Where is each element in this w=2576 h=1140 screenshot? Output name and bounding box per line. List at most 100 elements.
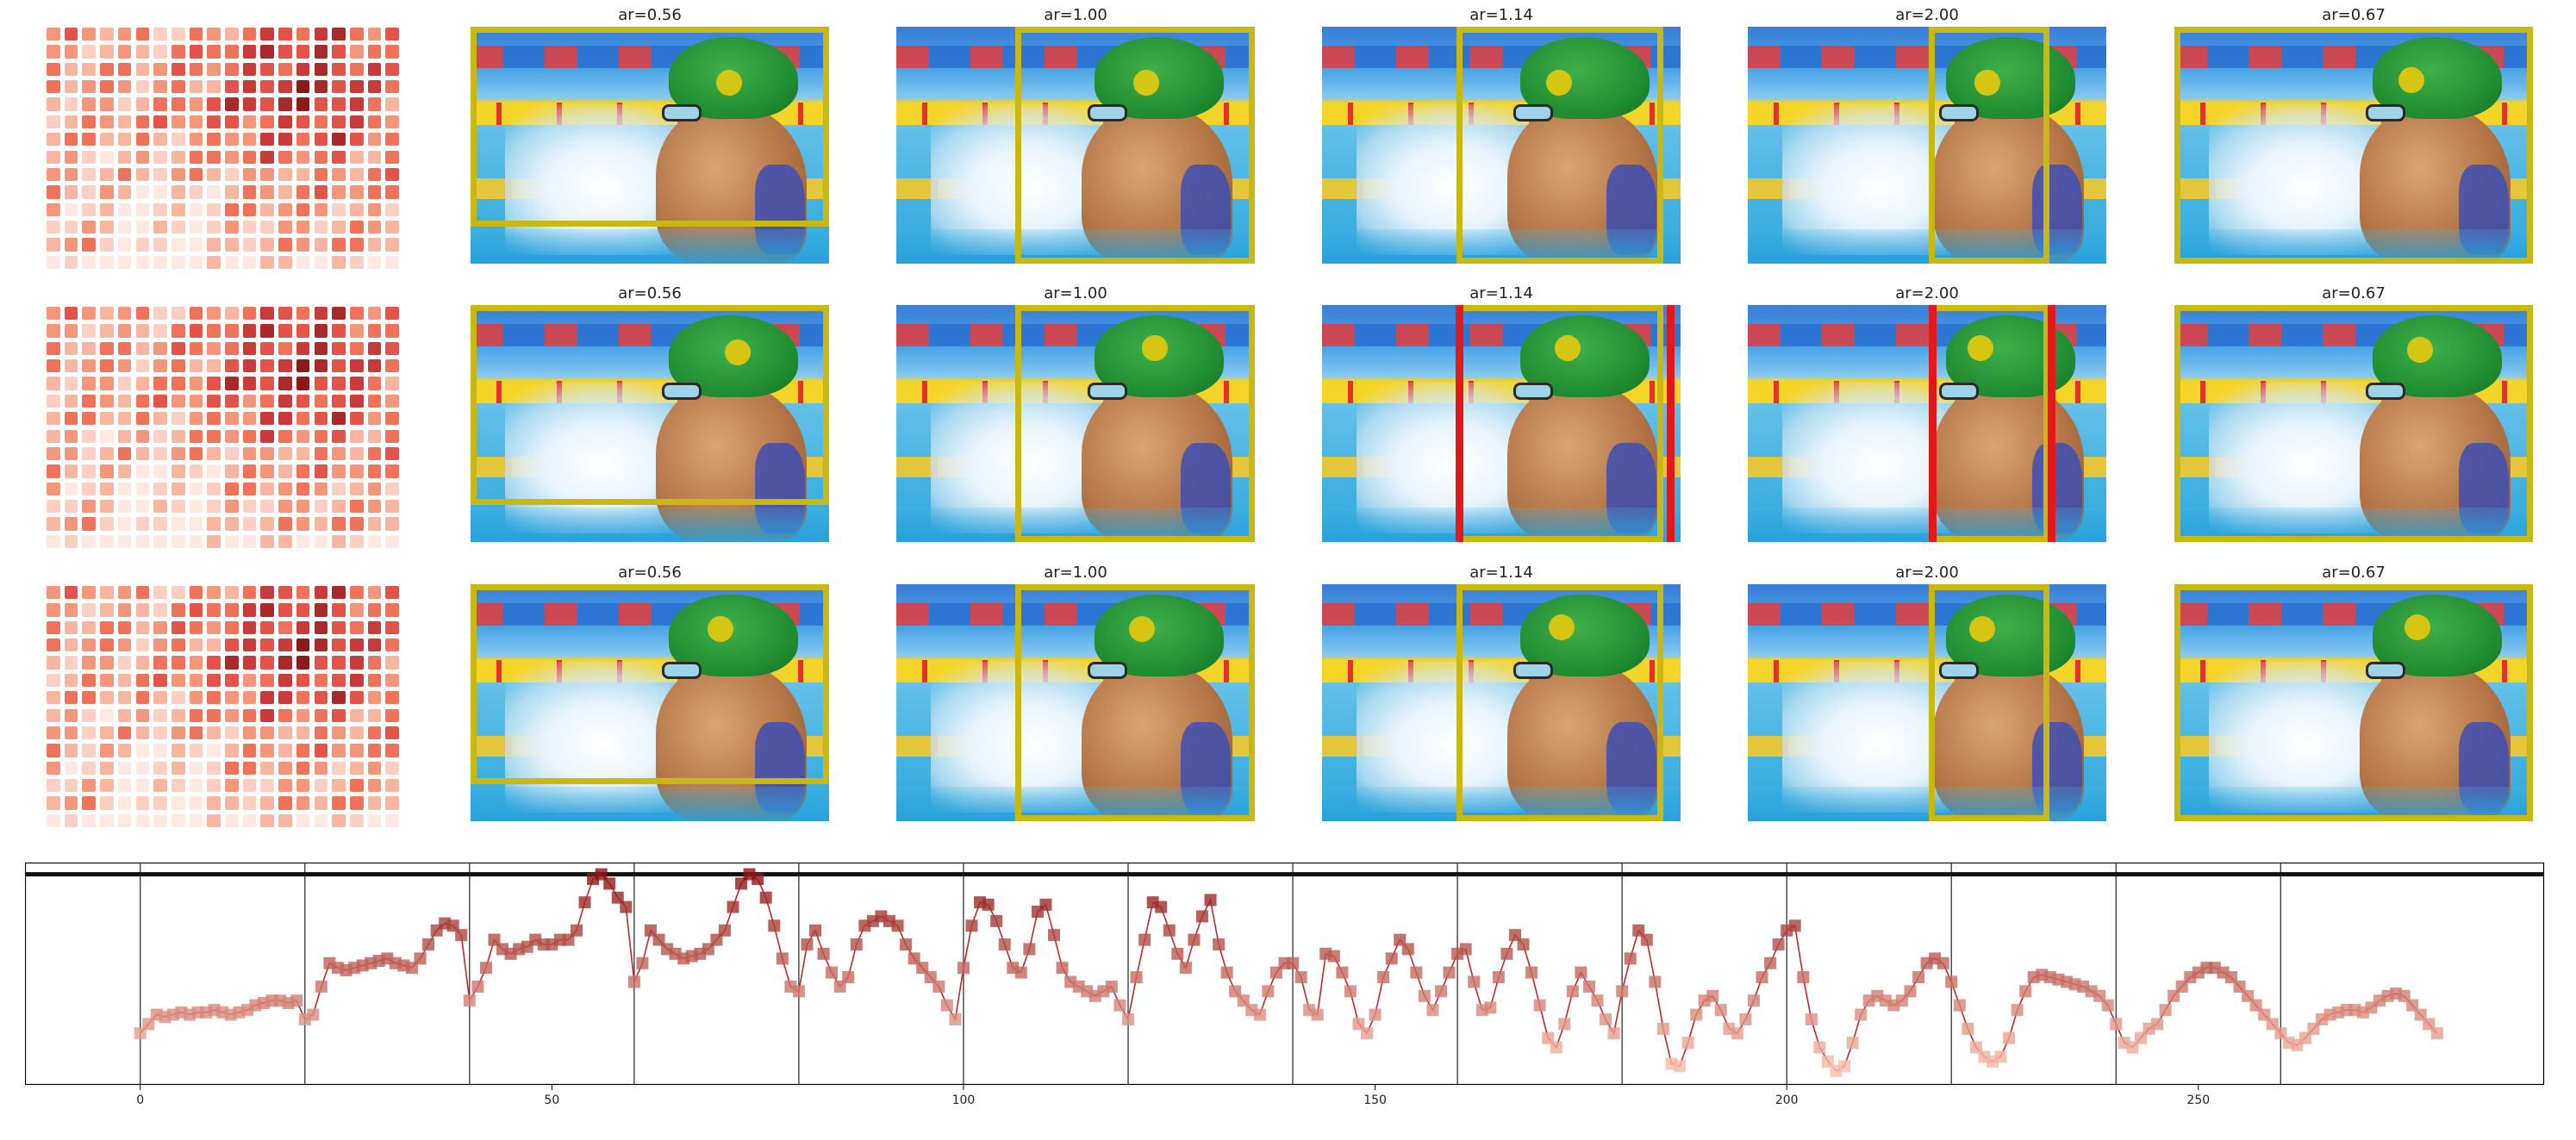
data-point-marker [2134,1031,2147,1044]
goggles [1088,383,1127,400]
data-point-marker [1237,994,1250,1007]
heatmap-cell [135,28,150,41]
data-point-marker [1188,933,1201,946]
heatmap-cell [207,620,221,635]
data-point-marker [1566,985,1579,998]
heatmap-cell [260,778,275,793]
keypoint-dot [1968,335,1993,361]
heatmap-cell [385,761,399,775]
bounding-box [2174,305,2533,542]
data-point-marker [908,952,920,965]
crop-panel: ar=1.00 [896,564,1255,821]
heatmap-cell [385,446,399,461]
data-point-marker [1434,985,1447,998]
heatmap-cell [314,639,328,652]
keypoint-dot [1142,335,1168,361]
heatmap-cell [260,620,275,635]
heatmap-cell [171,115,185,129]
heatmap-cell [100,167,114,182]
heatmap-cell [242,185,257,199]
goggles [662,662,702,679]
heatmap-cell [207,80,221,94]
heatmap-cell [171,377,185,390]
heatmap-cell [367,691,382,705]
heatmap-cell [64,150,78,164]
data-point-marker [1287,956,1300,969]
heatmap-cell [171,761,185,775]
heatmap-cell [278,517,292,531]
heatmap-cell [153,464,167,478]
heatmap-cell [332,603,346,617]
heatmap-cell [278,185,292,199]
heatmap-cell [385,464,399,478]
heatmap-cell [47,708,60,722]
data-point-marker [833,980,846,993]
heatmap-cell [47,586,60,600]
heatmap-cell [47,80,60,94]
heatmap-cell [189,620,203,635]
data-point-marker [1962,1022,1974,1035]
data-point-marker [2398,989,2411,1002]
heatmap-cell [242,412,257,426]
heatmap-cell [82,708,97,722]
swimmer-photo [1322,584,1681,821]
heatmap-cell [135,813,150,827]
heatmap-cell [385,499,399,514]
heatmap-cell [47,97,60,111]
heatmap-cell [242,482,257,495]
heatmap-cell [296,586,310,600]
heatmap-cell [189,534,203,548]
heatmap-cell [367,324,382,338]
heatmap-cell [153,202,167,216]
heatmap-cell [153,673,167,688]
data-point-marker [1385,952,1398,965]
heatmap-cell [260,255,275,269]
data-point-marker [1550,1041,1562,1054]
data-point-marker [1163,924,1176,937]
heatmap-cell [100,133,114,146]
heatmap-cell [242,324,257,338]
swimmer-photo [1748,27,2106,264]
heatmap-cell [207,534,221,548]
data-point-marker [1138,933,1151,946]
heatmap-cell [82,133,97,146]
data-point-marker [710,933,723,946]
heatmap-cell [296,464,310,478]
heatmap-cell [314,115,328,129]
heatmap-cell [332,464,346,478]
heatmap-cell [64,639,78,652]
bounding-box [471,584,829,784]
heatmap-cell [171,464,185,478]
heatmap-cell [189,28,203,41]
heatmap-cell [64,255,78,269]
heatmap-cell [349,28,364,41]
heatmap-cell [100,446,114,461]
water [1748,787,2106,821]
heatmap-cell [135,464,150,478]
heatmap-cell [367,359,382,373]
heatmap-cell [47,115,60,129]
heatmap-cell [47,499,60,514]
heatmap-cell [47,341,60,356]
heatmap-cell [64,761,78,775]
heatmap-cell [385,202,399,216]
heatmap-cell [82,586,97,600]
heatmap-cell [207,97,221,111]
heatmap-cell [64,778,78,793]
heatmap-cell [64,202,78,216]
heatmap-cell [296,429,310,443]
data-point-marker [644,924,657,937]
heatmap-cell [100,185,114,199]
heatmap-cell [47,534,60,548]
crop-panel: ar=1.14 [1322,284,1681,542]
heatmap-cell [242,639,257,652]
heatmap-cell [332,482,346,495]
heatmap-cell [153,307,167,321]
heatmap-cell [207,639,221,652]
heatmap-cell [82,620,97,635]
heatmap-cell [278,97,292,111]
heatmap-cell [153,220,167,234]
heatmap-cell [171,796,185,810]
heatmap-cell [64,586,78,600]
heatmap-cell [100,377,114,390]
